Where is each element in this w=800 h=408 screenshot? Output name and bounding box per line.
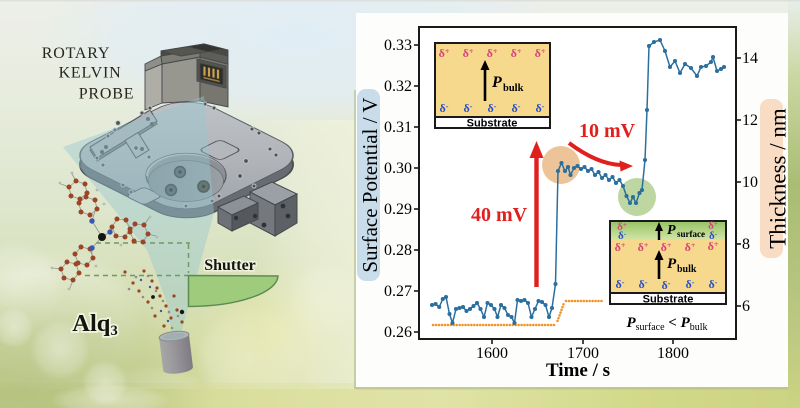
svg-text:14: 14 bbox=[742, 50, 758, 67]
svg-text:0.27: 0.27 bbox=[384, 283, 412, 300]
svg-text:δ+: δ+ bbox=[708, 239, 719, 253]
svg-text:Thickness / nm: Thickness / nm bbox=[765, 108, 790, 249]
svg-text:surface: surface bbox=[677, 229, 705, 239]
svg-text:δ+: δ+ bbox=[511, 46, 522, 60]
svg-text:Substrate: Substrate bbox=[643, 294, 694, 306]
svg-text:δ-: δ- bbox=[464, 101, 473, 115]
svg-text:Shutter: Shutter bbox=[204, 257, 256, 274]
svg-text:δ+: δ+ bbox=[487, 46, 498, 60]
svg-text:δ-: δ- bbox=[618, 230, 627, 242]
svg-text:0.28: 0.28 bbox=[384, 242, 412, 259]
svg-text:8: 8 bbox=[742, 236, 750, 253]
svg-text:δ-: δ- bbox=[440, 101, 449, 115]
svg-text:δ-: δ- bbox=[488, 101, 497, 115]
svg-text:Alq3: Alq3 bbox=[72, 310, 117, 339]
svg-text:KELVIN: KELVIN bbox=[59, 65, 122, 82]
svg-text:12: 12 bbox=[742, 112, 758, 129]
svg-text:δ-: δ- bbox=[616, 277, 625, 291]
svg-text:1800: 1800 bbox=[657, 345, 689, 362]
svg-text:10 mV: 10 mV bbox=[579, 120, 636, 142]
svg-text:δ-: δ- bbox=[709, 277, 718, 291]
svg-text:Time / s: Time / s bbox=[546, 360, 610, 381]
svg-text:P: P bbox=[667, 223, 676, 238]
svg-text:6: 6 bbox=[742, 298, 750, 315]
svg-text:bulk: bulk bbox=[677, 264, 697, 275]
svg-text:Substrate: Substrate bbox=[467, 118, 518, 130]
svg-text:δ-: δ- bbox=[709, 230, 718, 242]
svg-text:Surface Potential / V: Surface Potential / V bbox=[358, 97, 382, 272]
svg-text:0.31: 0.31 bbox=[384, 119, 412, 136]
svg-text:PROBE: PROBE bbox=[79, 86, 135, 103]
svg-text:0.32: 0.32 bbox=[384, 78, 412, 95]
svg-text:1700: 1700 bbox=[567, 345, 599, 362]
svg-text:10: 10 bbox=[742, 174, 758, 191]
svg-text:δ+: δ+ bbox=[463, 46, 474, 60]
svg-text:0.30: 0.30 bbox=[384, 160, 412, 177]
svg-text:0.33: 0.33 bbox=[384, 37, 412, 54]
svg-text:P: P bbox=[491, 74, 502, 91]
svg-text:δ+: δ+ bbox=[439, 46, 450, 60]
svg-text:0.29: 0.29 bbox=[384, 201, 412, 218]
svg-text:δ-: δ- bbox=[686, 277, 695, 291]
svg-text:δ-: δ- bbox=[512, 101, 521, 115]
svg-text:P: P bbox=[667, 256, 677, 272]
svg-text:δ+: δ+ bbox=[708, 220, 718, 232]
svg-text:40 mV: 40 mV bbox=[471, 204, 528, 226]
svg-text:ROTARY: ROTARY bbox=[42, 45, 110, 62]
svg-text:δ+: δ+ bbox=[617, 221, 627, 233]
svg-text:δ+: δ+ bbox=[661, 240, 672, 254]
svg-text:1600: 1600 bbox=[476, 345, 508, 362]
svg-text:Psurface < Pbulk: Psurface < Pbulk bbox=[626, 315, 707, 333]
svg-text:δ+: δ+ bbox=[615, 240, 626, 254]
svg-text:δ+: δ+ bbox=[685, 240, 696, 254]
svg-text:δ+: δ+ bbox=[638, 240, 649, 254]
svg-text:δ-: δ- bbox=[536, 101, 545, 115]
svg-text:δ+: δ+ bbox=[535, 46, 546, 60]
svg-text:0.26: 0.26 bbox=[384, 324, 412, 341]
svg-text:δ-: δ- bbox=[662, 278, 671, 292]
svg-text:δ-: δ- bbox=[639, 277, 648, 291]
svg-text:bulk: bulk bbox=[503, 83, 524, 94]
